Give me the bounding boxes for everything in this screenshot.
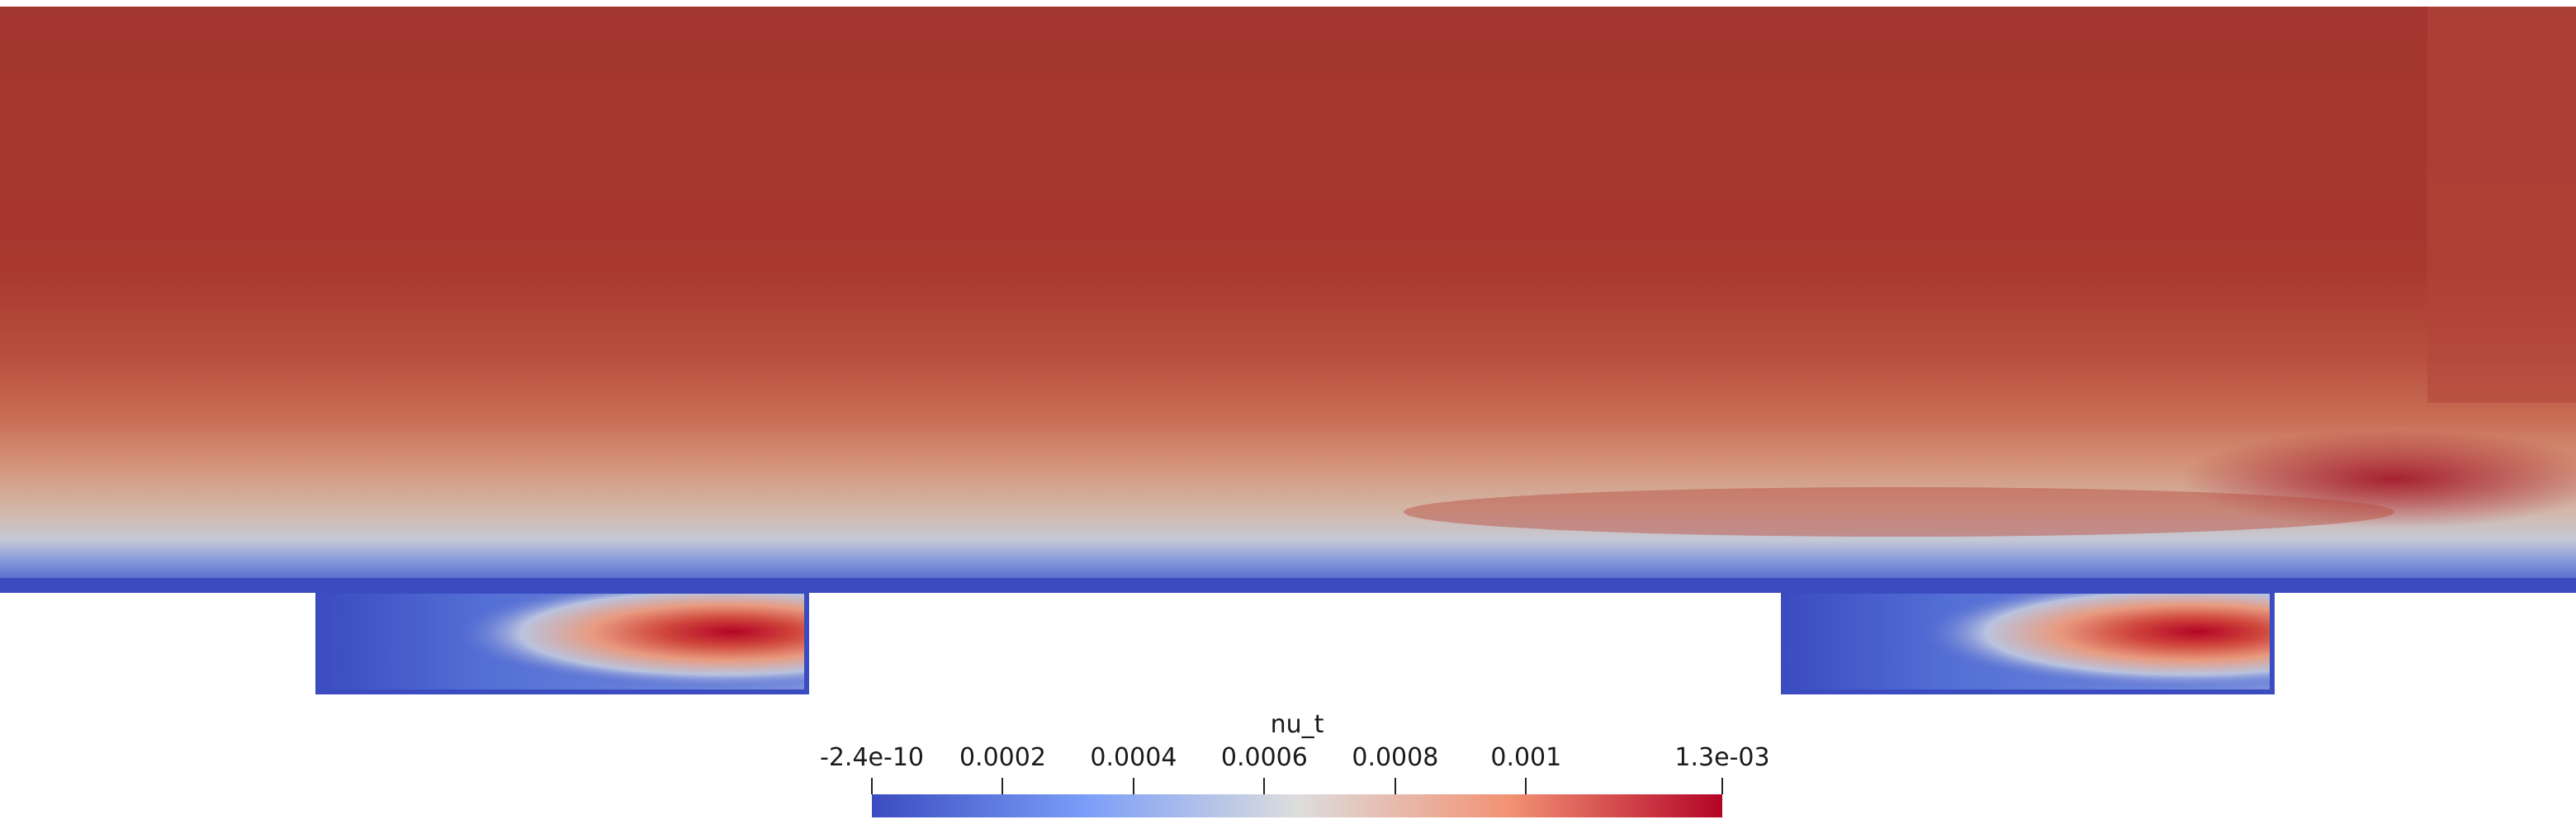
colorbar-tick bbox=[1002, 778, 1004, 794]
scalar-colorbar[interactable]: nu_t -2.4e-10 0.0002 0.0004 0.0006 0.0008 0.0… bbox=[820, 710, 1770, 817]
cavity-right bbox=[1781, 589, 2275, 694]
shear-layer-streak bbox=[1404, 487, 2394, 537]
cavity-left bbox=[315, 589, 809, 694]
colorbar-tick bbox=[1132, 778, 1134, 794]
downstream-hotspot bbox=[2180, 429, 2576, 528]
channel-region bbox=[0, 7, 2576, 593]
colorbar-tick-label: -2.4e-10 bbox=[820, 743, 924, 772]
colorbar-tick-label: 0.0004 bbox=[1090, 743, 1177, 772]
colorbar-tick-label: 0.0006 bbox=[1220, 743, 1308, 772]
upper-right-tint bbox=[2427, 7, 2576, 403]
colorbar-tick bbox=[1394, 778, 1396, 794]
colorbar-title: nu_t bbox=[1270, 710, 1324, 739]
colorbar-tick-label: 0.001 bbox=[1490, 743, 1562, 772]
colorbar-tick bbox=[1525, 778, 1527, 794]
colorbar-tick-label: 1.3e-03 bbox=[1674, 743, 1770, 772]
colorbar-tick-label: 0.0008 bbox=[1352, 743, 1439, 772]
colorbar-tick-label: 0.0002 bbox=[959, 743, 1046, 772]
colorbar-tick bbox=[1263, 778, 1266, 794]
colorbar-tick bbox=[1721, 778, 1723, 794]
colorbar-tick bbox=[871, 778, 873, 794]
colorbar-gradient bbox=[872, 794, 1722, 817]
